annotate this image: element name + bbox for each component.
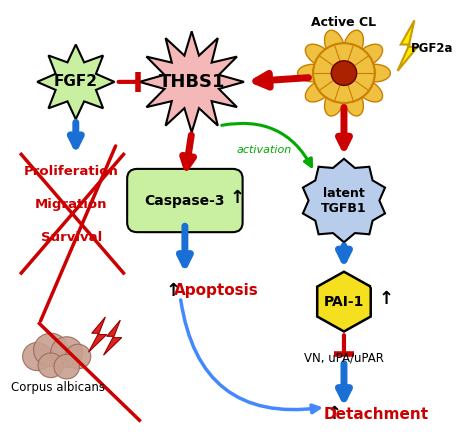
Ellipse shape (344, 87, 364, 116)
Polygon shape (317, 272, 371, 332)
Circle shape (331, 61, 357, 85)
Circle shape (23, 343, 52, 371)
Text: Corpus albicans: Corpus albicans (10, 381, 105, 394)
Ellipse shape (305, 44, 333, 67)
Ellipse shape (356, 79, 383, 102)
Text: Migration: Migration (35, 198, 108, 211)
Text: THBS1: THBS1 (158, 73, 225, 91)
Text: Caspase-3: Caspase-3 (145, 194, 225, 207)
Polygon shape (89, 317, 107, 352)
Ellipse shape (325, 30, 344, 59)
Polygon shape (139, 31, 244, 133)
Ellipse shape (325, 87, 344, 116)
Polygon shape (303, 159, 385, 242)
Text: Proliferation: Proliferation (24, 166, 119, 178)
Text: ↑: ↑ (229, 189, 245, 207)
FancyBboxPatch shape (127, 169, 243, 232)
Text: latent
TGFB1: latent TGFB1 (321, 186, 367, 214)
Text: PGF2a: PGF2a (411, 42, 454, 56)
Text: Apoptosis: Apoptosis (174, 283, 259, 298)
Circle shape (34, 333, 68, 367)
Text: ↑: ↑ (379, 291, 394, 308)
Text: activation: activation (237, 145, 292, 155)
Circle shape (313, 43, 375, 103)
Text: Active CL: Active CL (311, 16, 376, 29)
Ellipse shape (344, 30, 364, 59)
Circle shape (38, 353, 64, 378)
Polygon shape (37, 44, 114, 119)
Text: Detachment: Detachment (323, 408, 428, 422)
Text: Survival: Survival (41, 231, 102, 244)
Ellipse shape (305, 79, 333, 102)
Circle shape (54, 354, 80, 379)
Text: VN, uPA/uPAR: VN, uPA/uPAR (304, 352, 384, 364)
Circle shape (65, 344, 91, 369)
Polygon shape (398, 20, 418, 71)
Ellipse shape (359, 64, 390, 82)
Ellipse shape (298, 64, 328, 82)
Text: ↑: ↑ (166, 282, 181, 299)
Circle shape (51, 337, 82, 368)
Polygon shape (103, 320, 122, 355)
Text: ↑: ↑ (327, 405, 342, 423)
Ellipse shape (356, 44, 383, 67)
Text: PAI-1: PAI-1 (324, 295, 364, 308)
Text: FGF2: FGF2 (54, 74, 98, 89)
